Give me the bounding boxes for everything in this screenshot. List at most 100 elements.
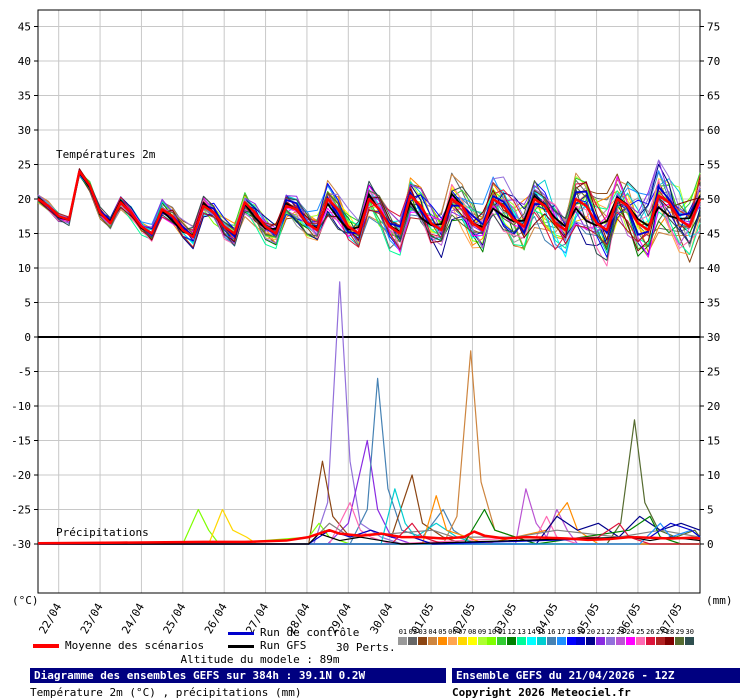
precip-member-line bbox=[38, 281, 700, 545]
date-label: 22/04 bbox=[36, 601, 64, 634]
right-tick: 65 bbox=[707, 90, 720, 103]
member-swatch-15: 15 bbox=[536, 628, 546, 645]
chart-title-bar: Diagramme des ensembles GEFS sur 384h : … bbox=[30, 668, 446, 683]
axis-labels bbox=[34, 26, 704, 545]
right-tick: 5 bbox=[707, 504, 714, 517]
member-swatch-21: 21 bbox=[596, 628, 606, 645]
altitude-note: Altitude du modele : 89m bbox=[180, 653, 340, 666]
control-label: Run de contrôle bbox=[260, 626, 360, 639]
member-swatch-08: 08 bbox=[467, 628, 477, 645]
right-tick: 50 bbox=[707, 193, 720, 206]
control-line-swatch bbox=[228, 631, 254, 635]
right-tick: 20 bbox=[707, 400, 720, 413]
left-tick: 30 bbox=[18, 124, 31, 137]
member-swatch-01: 01 bbox=[398, 628, 408, 645]
mean-label: Moyenne des scénarios bbox=[65, 639, 205, 652]
precip-member-line bbox=[38, 377, 700, 545]
left-tick: 25 bbox=[18, 159, 31, 172]
left-tick: 40 bbox=[18, 55, 31, 68]
mean-line-swatch bbox=[33, 644, 59, 648]
date-label: 26/04 bbox=[202, 601, 230, 634]
member-swatch-13: 13 bbox=[517, 628, 527, 645]
date-label: 25/04 bbox=[161, 601, 189, 634]
member-swatch-16: 16 bbox=[546, 628, 556, 645]
left-tick: -25 bbox=[11, 504, 31, 517]
member-swatch-23: 23 bbox=[616, 628, 626, 645]
legend-control: Run de contrôle bbox=[228, 626, 359, 639]
left-tick: -20 bbox=[11, 469, 31, 482]
precip-member-line bbox=[38, 533, 701, 545]
member-swatch-22: 22 bbox=[606, 628, 616, 645]
member-swatch-18: 18 bbox=[566, 628, 576, 645]
temperature-series bbox=[37, 159, 702, 267]
member-swatch-25: 25 bbox=[635, 628, 645, 645]
right-tick: 40 bbox=[707, 262, 720, 275]
left-tick: -10 bbox=[11, 400, 31, 413]
left-tick: -30 bbox=[11, 538, 31, 551]
date-label: 30/04 bbox=[367, 601, 395, 634]
member-color-strip: 01 02 03 04 05 06 07 08 09 10 11 12 13 14 15 16 17 18 19 20… bbox=[398, 628, 695, 645]
member-swatch-10: 10 bbox=[487, 628, 497, 645]
right-tick: 45 bbox=[707, 228, 720, 241]
member-swatch-06: 06 bbox=[447, 628, 457, 645]
member-swatch-02: 02 bbox=[408, 628, 418, 645]
legend-mean: Moyenne des scénarios bbox=[33, 639, 204, 652]
left-tick: 5 bbox=[24, 297, 31, 310]
right-axis-unit: (mm) bbox=[706, 594, 733, 607]
precipitation-series bbox=[37, 281, 701, 545]
left-tick: 45 bbox=[18, 21, 31, 34]
precip-member-line bbox=[38, 350, 700, 545]
temp-member-line bbox=[37, 173, 701, 261]
left-tick: 0 bbox=[24, 331, 31, 344]
member-swatch-24: 24 bbox=[625, 628, 635, 645]
member-swatch-19: 19 bbox=[576, 628, 586, 645]
member-swatch-20: 20 bbox=[586, 628, 596, 645]
member-swatch-07: 07 bbox=[457, 628, 467, 645]
left-tick: 15 bbox=[18, 228, 31, 241]
left-tick: 20 bbox=[18, 193, 31, 206]
right-tick: 15 bbox=[707, 435, 720, 448]
member-swatch-09: 09 bbox=[477, 628, 487, 645]
member-swatch-29: 29 bbox=[675, 628, 685, 645]
left-tick: -5 bbox=[18, 366, 31, 379]
perts-count-label: 30 Perts. bbox=[336, 641, 396, 654]
gfs-line-swatch bbox=[228, 644, 254, 648]
mean-precipitation-line bbox=[37, 528, 701, 545]
date-label: 23/04 bbox=[78, 601, 106, 634]
member-swatch-14: 14 bbox=[527, 628, 537, 645]
member-swatch-17: 17 bbox=[556, 628, 566, 645]
temperature-section-label: Températures 2m bbox=[56, 148, 156, 161]
member-swatch-11: 11 bbox=[497, 628, 507, 645]
right-tick: 10 bbox=[707, 469, 720, 482]
member-swatch-27: 27 bbox=[655, 628, 665, 645]
right-tick: 35 bbox=[707, 297, 720, 310]
member-swatch-26: 26 bbox=[645, 628, 655, 645]
gfs-label: Run GFS bbox=[260, 639, 307, 652]
right-tick: 25 bbox=[707, 366, 720, 379]
member-swatch-03: 03 bbox=[418, 628, 428, 645]
precipitation-section-label: Précipitations bbox=[56, 526, 149, 539]
mean-temperature-line bbox=[37, 170, 702, 239]
left-tick: 35 bbox=[18, 90, 31, 103]
right-tick: 75 bbox=[707, 21, 720, 34]
member-swatch-04: 04 bbox=[428, 628, 438, 645]
left-tick: 10 bbox=[18, 262, 31, 275]
right-tick: 30 bbox=[707, 331, 720, 344]
right-tick: 70 bbox=[707, 55, 720, 68]
member-swatch-05: 05 bbox=[438, 628, 448, 645]
run-info-bar: Ensemble GEFS du 21/04/2026 - 12Z bbox=[452, 668, 740, 683]
copyright-label: Copyright 2026 Meteociel.fr bbox=[452, 686, 631, 699]
chart-subtitle: Température 2m (°C) , précipitations (mm… bbox=[30, 686, 302, 699]
right-tick: 0 bbox=[707, 538, 714, 551]
right-tick: 60 bbox=[707, 124, 720, 137]
date-label: 24/04 bbox=[119, 601, 147, 634]
member-swatch-28: 28 bbox=[665, 628, 675, 645]
member-swatch-12: 12 bbox=[507, 628, 517, 645]
plot-border bbox=[37, 9, 701, 594]
legend-gfs: Run GFS bbox=[228, 639, 306, 652]
gridlines bbox=[38, 10, 700, 593]
right-tick: 55 bbox=[707, 159, 720, 172]
left-axis-unit: (°C) bbox=[12, 594, 39, 607]
